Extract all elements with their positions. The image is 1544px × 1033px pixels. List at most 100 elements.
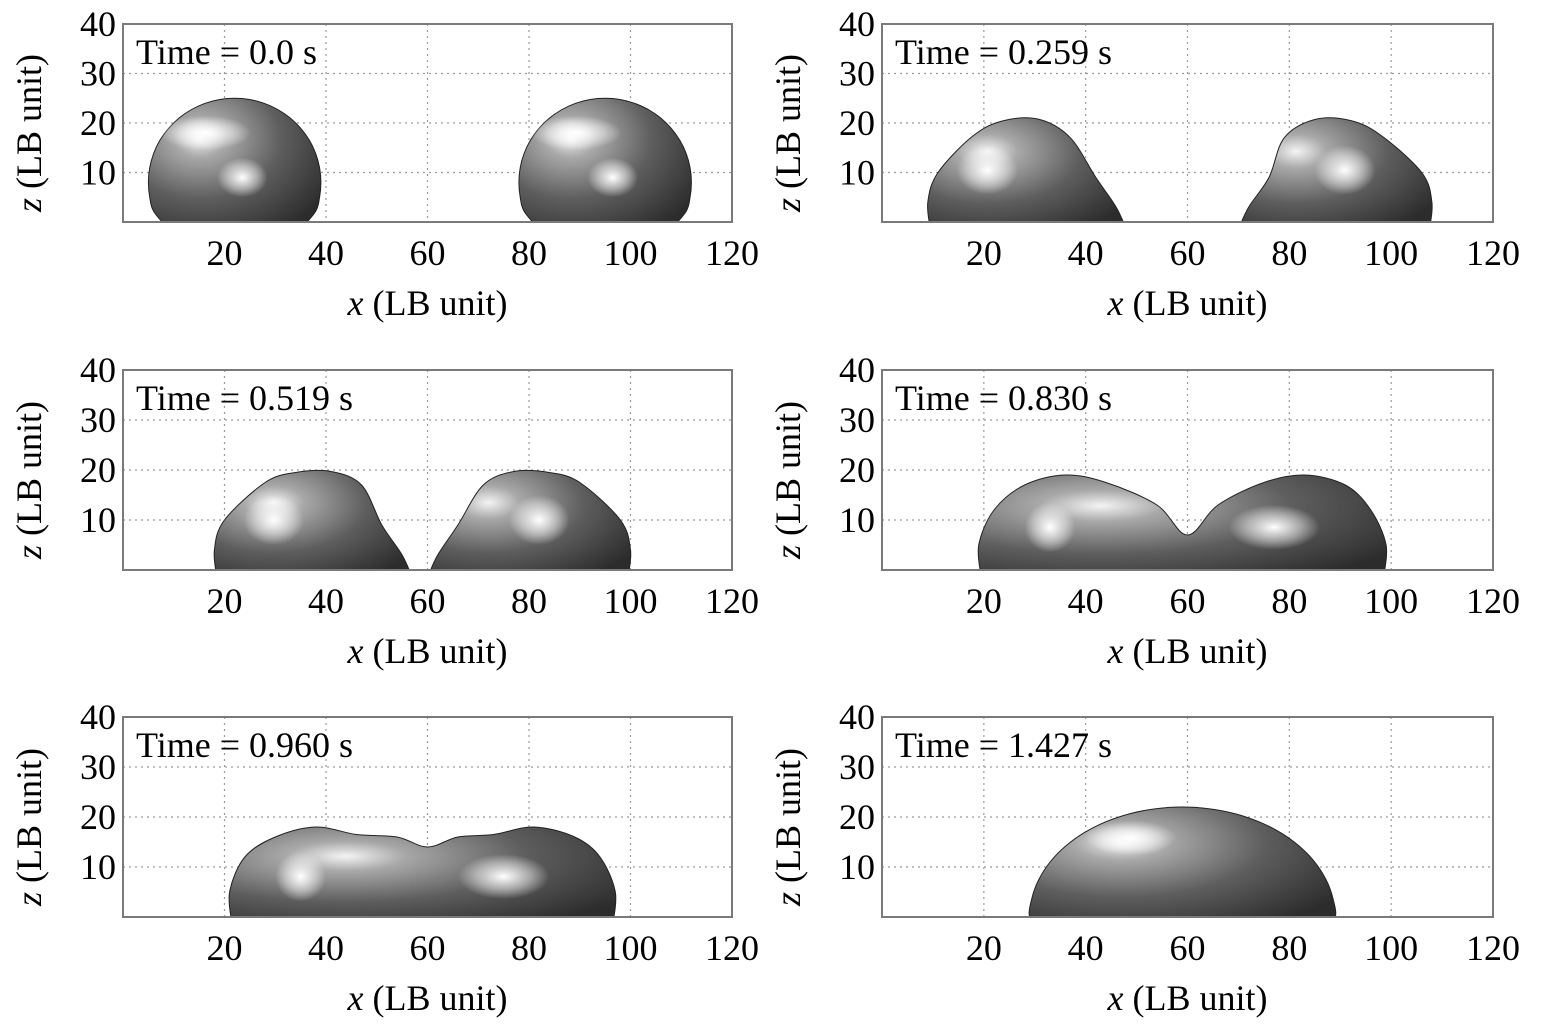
x-axis-unit: (LB unit) [364,631,508,671]
y-tick-label: 40 [80,697,116,737]
highlight [275,851,326,902]
highlight [457,854,550,899]
highlight [530,115,622,151]
y-tick-label: 40 [839,697,875,737]
time-label: Time = 0.0 s [136,32,317,72]
x-tick-label: 40 [1068,233,1104,273]
x-axis-variable: x [347,283,364,323]
x-tick-label: 120 [705,928,759,968]
x-tick-label: 100 [604,928,658,968]
x-tick-label: 100 [604,233,658,273]
x-tick-label: 60 [1170,581,1206,621]
plot-frame [881,369,1494,571]
time-label: Time = 0.519 s [136,378,353,418]
x-tick-label: 100 [1364,581,1418,621]
y-tick-label: 20 [839,103,875,143]
x-tick-label: 100 [1364,928,1418,968]
highlight [1024,502,1076,553]
y-tick-label: 30 [839,400,875,440]
y-axis-variable: z [9,545,49,560]
droplet [213,469,410,570]
plot-frame [881,23,1494,223]
plot-frame [122,23,733,223]
y-axis-label: z (LB unit) [9,54,49,213]
y-tick-label: 30 [839,747,875,787]
highlight [216,157,268,198]
x-tick-label: 40 [308,233,344,273]
y-axis-variable: z [768,892,808,907]
x-tick-label: 120 [1466,928,1520,968]
x-tick-label: 40 [1068,928,1104,968]
x-tick-label: 80 [511,233,547,273]
highlight [508,495,570,545]
x-tick-label: 100 [604,581,658,621]
x-tick-label: 60 [1170,928,1206,968]
x-axis-unit: (LB unit) [364,283,508,323]
x-axis-variable: x [347,978,364,1018]
y-axis-unit: (LB unit) [9,748,49,892]
x-axis-unit: (LB unit) [1124,978,1268,1018]
y-axis-unit: (LB unit) [768,748,808,892]
x-tick-label: 60 [410,233,446,273]
x-tick-label: 80 [1271,233,1307,273]
x-tick-label: 60 [1170,233,1206,273]
x-tick-label: 40 [308,581,344,621]
highlight [1314,145,1376,195]
x-axis-label: x (LB unit) [347,631,508,671]
x-tick-label: 80 [1271,928,1307,968]
x-tick-label: 20 [207,928,243,968]
x-tick-label: 120 [1466,233,1520,273]
y-tick-label: 40 [80,350,116,390]
highlight [587,157,639,198]
y-axis-label: z (LB unit) [768,401,808,560]
time-label: Time = 1.427 s [895,725,1112,765]
x-tick-label: 40 [308,928,344,968]
y-tick-label: 20 [839,797,875,837]
y-tick-label: 20 [80,450,116,490]
x-tick-label: 20 [966,581,1002,621]
x-tick-label: 20 [966,928,1002,968]
highlight [1228,504,1320,550]
x-axis-unit: (LB unit) [1124,631,1268,671]
y-axis-variable: z [768,545,808,560]
x-axis-unit: (LB unit) [1124,283,1268,323]
x-tick-label: 120 [705,581,759,621]
x-axis-variable: x [1107,631,1124,671]
y-tick-label: 30 [80,54,116,94]
y-axis-label: z (LB unit) [768,748,808,907]
y-tick-label: 20 [80,103,116,143]
highlight [159,115,251,151]
x-axis-variable: x [347,631,364,671]
y-tick-label: 10 [80,847,116,887]
y-axis-unit: (LB unit) [768,54,808,198]
y-tick-label: 40 [839,350,875,390]
x-axis-label: x (LB unit) [1107,283,1268,323]
x-axis-unit: (LB unit) [364,978,508,1018]
x-axis-label: x (LB unit) [1107,978,1268,1018]
x-tick-label: 20 [207,581,243,621]
x-tick-label: 80 [1271,581,1307,621]
x-tick-label: 80 [511,581,547,621]
x-tick-label: 40 [1068,581,1104,621]
time-label: Time = 0.259 s [895,32,1112,72]
x-tick-label: 120 [705,233,759,273]
y-axis-label: z (LB unit) [768,54,808,213]
y-axis-variable: z [9,892,49,907]
time-label: Time = 0.830 s [895,378,1112,418]
y-axis-unit: (LB unit) [768,401,808,545]
droplet [1028,806,1337,917]
x-axis-label: x (LB unit) [1107,631,1268,671]
highlight [243,495,305,545]
y-tick-label: 20 [839,450,875,490]
y-axis-label: z (LB unit) [9,748,49,907]
y-tick-label: 40 [80,4,116,44]
time-label: Time = 0.960 s [136,725,353,765]
y-tick-label: 40 [839,4,875,44]
x-axis-variable: x [1107,283,1124,323]
